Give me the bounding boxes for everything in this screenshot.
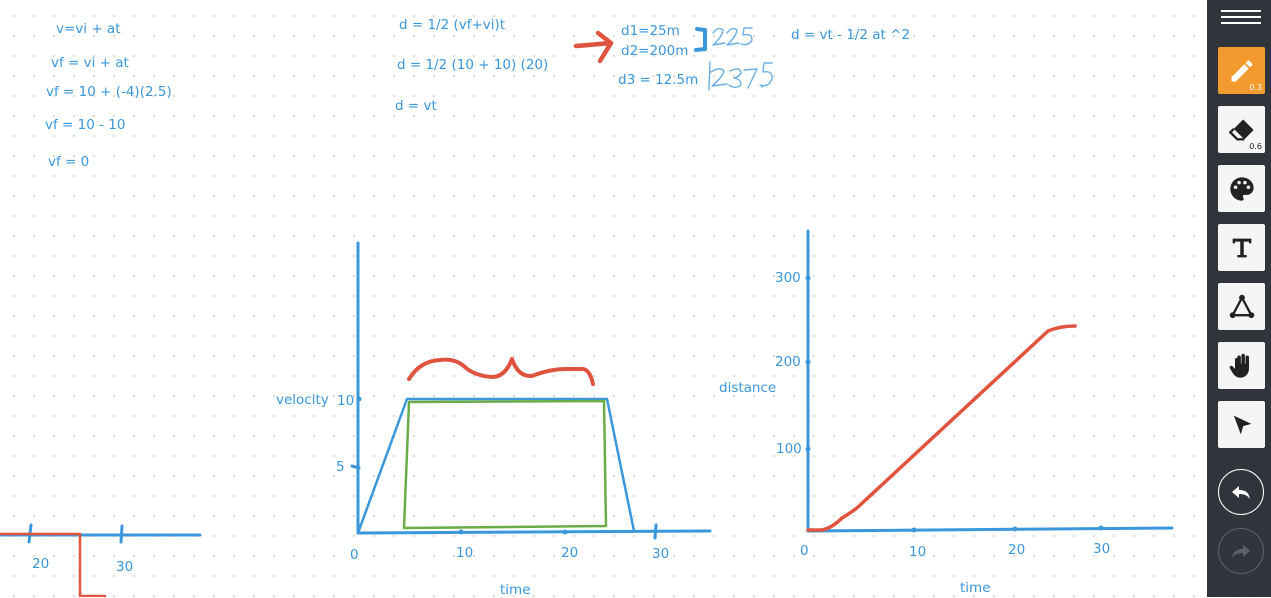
equation-line: d = 1/2 (vf+vi)t bbox=[399, 17, 506, 33]
x-tick-label: 20 bbox=[32, 556, 50, 572]
y-tick-label: 10 bbox=[337, 393, 355, 409]
x-tick-label: 20 bbox=[1008, 542, 1026, 558]
red-arrow bbox=[573, 30, 614, 64]
x-tick-label: 30 bbox=[1093, 541, 1111, 557]
equation-line: v=vi + at bbox=[56, 21, 121, 37]
hand-icon bbox=[1229, 353, 1249, 378]
x-tick-label: 30 bbox=[652, 546, 670, 562]
pencil-icon bbox=[1231, 59, 1253, 81]
color-palette-button[interactable] bbox=[1218, 165, 1265, 212]
left-partial-graph bbox=[0, 523, 202, 597]
menu-icon[interactable] bbox=[1221, 6, 1261, 30]
x-tick-label: 20 bbox=[561, 545, 579, 561]
select-tool-button[interactable] bbox=[1218, 401, 1265, 448]
undo-icon bbox=[1232, 486, 1250, 499]
blue-bracket bbox=[694, 27, 707, 52]
x-tick-label: 0 bbox=[800, 543, 809, 559]
y-tick-label: 200 bbox=[775, 354, 801, 370]
ink-layer bbox=[0, 27, 1174, 597]
x-tick-label: 30 bbox=[116, 559, 134, 575]
time-axis-label: time bbox=[960, 580, 991, 596]
shape-icon bbox=[1229, 294, 1254, 318]
y-tick-label: 300 bbox=[775, 270, 801, 286]
distance-axis-label: distance bbox=[719, 380, 777, 396]
equation-line: d = vt bbox=[395, 98, 437, 114]
text-icon bbox=[1232, 238, 1251, 257]
undo-button[interactable] bbox=[1218, 469, 1264, 515]
palette-icon bbox=[1229, 176, 1254, 201]
equation-line: vf = 0 bbox=[48, 154, 90, 170]
eraser-tool-button[interactable]: 0.6 bbox=[1218, 106, 1265, 153]
pencil-size-label: 0.3 bbox=[1249, 83, 1262, 92]
eraser-icon bbox=[1228, 119, 1254, 140]
pencil-tool-button[interactable]: 0.3 bbox=[1218, 47, 1265, 94]
distance-graph bbox=[805, 229, 1174, 533]
text-tool-button[interactable] bbox=[1218, 224, 1265, 271]
handwritten-225 bbox=[712, 27, 753, 46]
eraser-size-label: 0.6 bbox=[1249, 142, 1262, 151]
pan-tool-button[interactable] bbox=[1218, 342, 1265, 389]
x-tick-label: 10 bbox=[456, 545, 474, 561]
redo-icon bbox=[1232, 545, 1250, 558]
y-tick-label: 100 bbox=[776, 441, 802, 457]
equation-line: vf = vi + at bbox=[51, 55, 129, 71]
shape-tool-button[interactable] bbox=[1218, 283, 1265, 330]
x-tick-label: 10 bbox=[909, 544, 927, 560]
handwritten-237-5 bbox=[708, 61, 773, 91]
velocity-axis-label: velocity bbox=[276, 392, 329, 408]
whiteboard-canvas[interactable]: v=vi + at vf = vi + at vf = 10 + (-4)(2.… bbox=[0, 0, 1207, 597]
redo-button[interactable] bbox=[1218, 528, 1264, 574]
pointer-icon bbox=[1233, 415, 1251, 434]
distance-d2: d2=200m bbox=[621, 43, 689, 59]
x-tick-label: 0 bbox=[350, 547, 359, 563]
equation-line: vf = 10 - 10 bbox=[45, 117, 126, 133]
velocity-graph bbox=[350, 241, 712, 540]
tool-sidebar: 0.3 0.6 bbox=[1207, 0, 1271, 597]
y-tick-label: 5 bbox=[336, 459, 345, 475]
distance-d1: d1=25m bbox=[621, 23, 680, 39]
equation-line: d = vt - 1/2 at ^2 bbox=[791, 27, 910, 43]
time-axis-label: time bbox=[500, 582, 531, 598]
equation-line: vf = 10 + (-4)(2.5) bbox=[46, 84, 172, 100]
equation-line: d = 1/2 (10 + 10) (20) bbox=[397, 57, 549, 73]
distance-d3: d3 = 12.5m bbox=[618, 72, 699, 88]
